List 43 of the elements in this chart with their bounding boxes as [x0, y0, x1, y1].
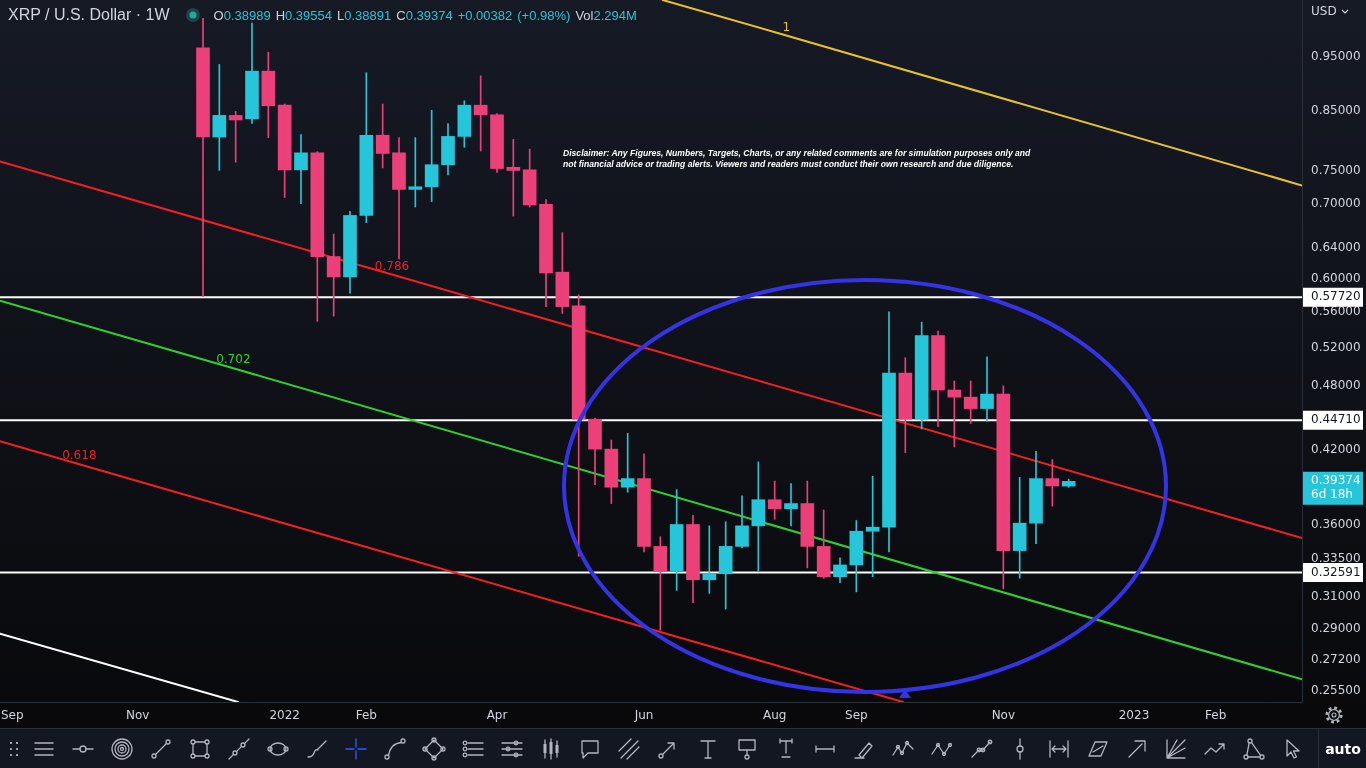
- x-tick-label: 2022: [269, 708, 300, 723]
- x-tick-label: 2023: [1118, 708, 1150, 723]
- x-tick-label: Jun: [633, 708, 654, 723]
- y-tick-label: 0.56000: [1311, 303, 1361, 318]
- x-tick-label: Aug: [762, 708, 787, 723]
- x-tick-label: Apr: [486, 708, 508, 723]
- text: O0.38989 H0.39554 L0.38891 C0.39374 +0.00382 (+0.98%) Vol2.294M: [213, 7, 637, 23]
- y-tick-label: 0.70000: [1311, 196, 1361, 211]
- series-label: 0.618: [62, 448, 97, 463]
- x-tick-label: Nov: [991, 708, 1016, 723]
- y-tick-label: 0.29000: [1311, 620, 1361, 635]
- y-tick-label: 0.75000: [1311, 163, 1361, 178]
- y-tick-label: 0.36000: [1311, 516, 1361, 531]
- ref-line-label: 0.32591: [1311, 564, 1361, 579]
- x-tick-label: Feb: [355, 708, 377, 723]
- y-tick-label: 0.31000: [1311, 588, 1361, 603]
- series-label: 0.786: [374, 258, 410, 273]
- y-tick-label: 0.27200: [1311, 651, 1361, 666]
- y-tick-label: 0.52000: [1311, 339, 1361, 354]
- y-tick-label: 0.25500: [1311, 682, 1361, 697]
- text: 0.39374 6d 18h: [1311, 473, 1361, 502]
- y-tick-label: 0.33500: [1311, 551, 1361, 566]
- y-tick-label: 0.85000: [1311, 102, 1361, 117]
- y-tick-label: 0.60000: [1311, 270, 1361, 285]
- y-tick-label: 0.95000: [1311, 49, 1361, 64]
- series-label: 1: [782, 19, 791, 34]
- y-tick-label: 0.42000: [1311, 442, 1361, 457]
- series-label: 0.702: [216, 352, 251, 367]
- candlestick: [784, 483, 798, 527]
- text: auto: [1325, 741, 1361, 757]
- y-tick-label: 0.64000: [1311, 239, 1361, 254]
- annotation: Disclaimer: Any Figures, Numbers, Targets, Charts, or any related comments are for simulation purposes only and not financial advice or trading alerts. Viewers and readers must conduct their own research and due diligence.: [563, 148, 1032, 169]
- y-tick-label: 0.48000: [1311, 378, 1361, 393]
- chart-title: XRP / U.S. Dollar · 1W: [8, 6, 170, 24]
- candlestick: [392, 137, 406, 260]
- x-tick-label: Sep: [1, 708, 24, 723]
- x-tick-label: Sep: [845, 708, 868, 723]
- ref-line-label: 0.44710: [1311, 412, 1361, 427]
- candlestick: [294, 134, 308, 204]
- ref-line-label: 0.57720: [1311, 289, 1361, 304]
- x-tick-label: Nov: [125, 708, 150, 723]
- y-axis-title: USD: [1311, 4, 1337, 18]
- x-tick-label: Feb: [1205, 708, 1227, 723]
